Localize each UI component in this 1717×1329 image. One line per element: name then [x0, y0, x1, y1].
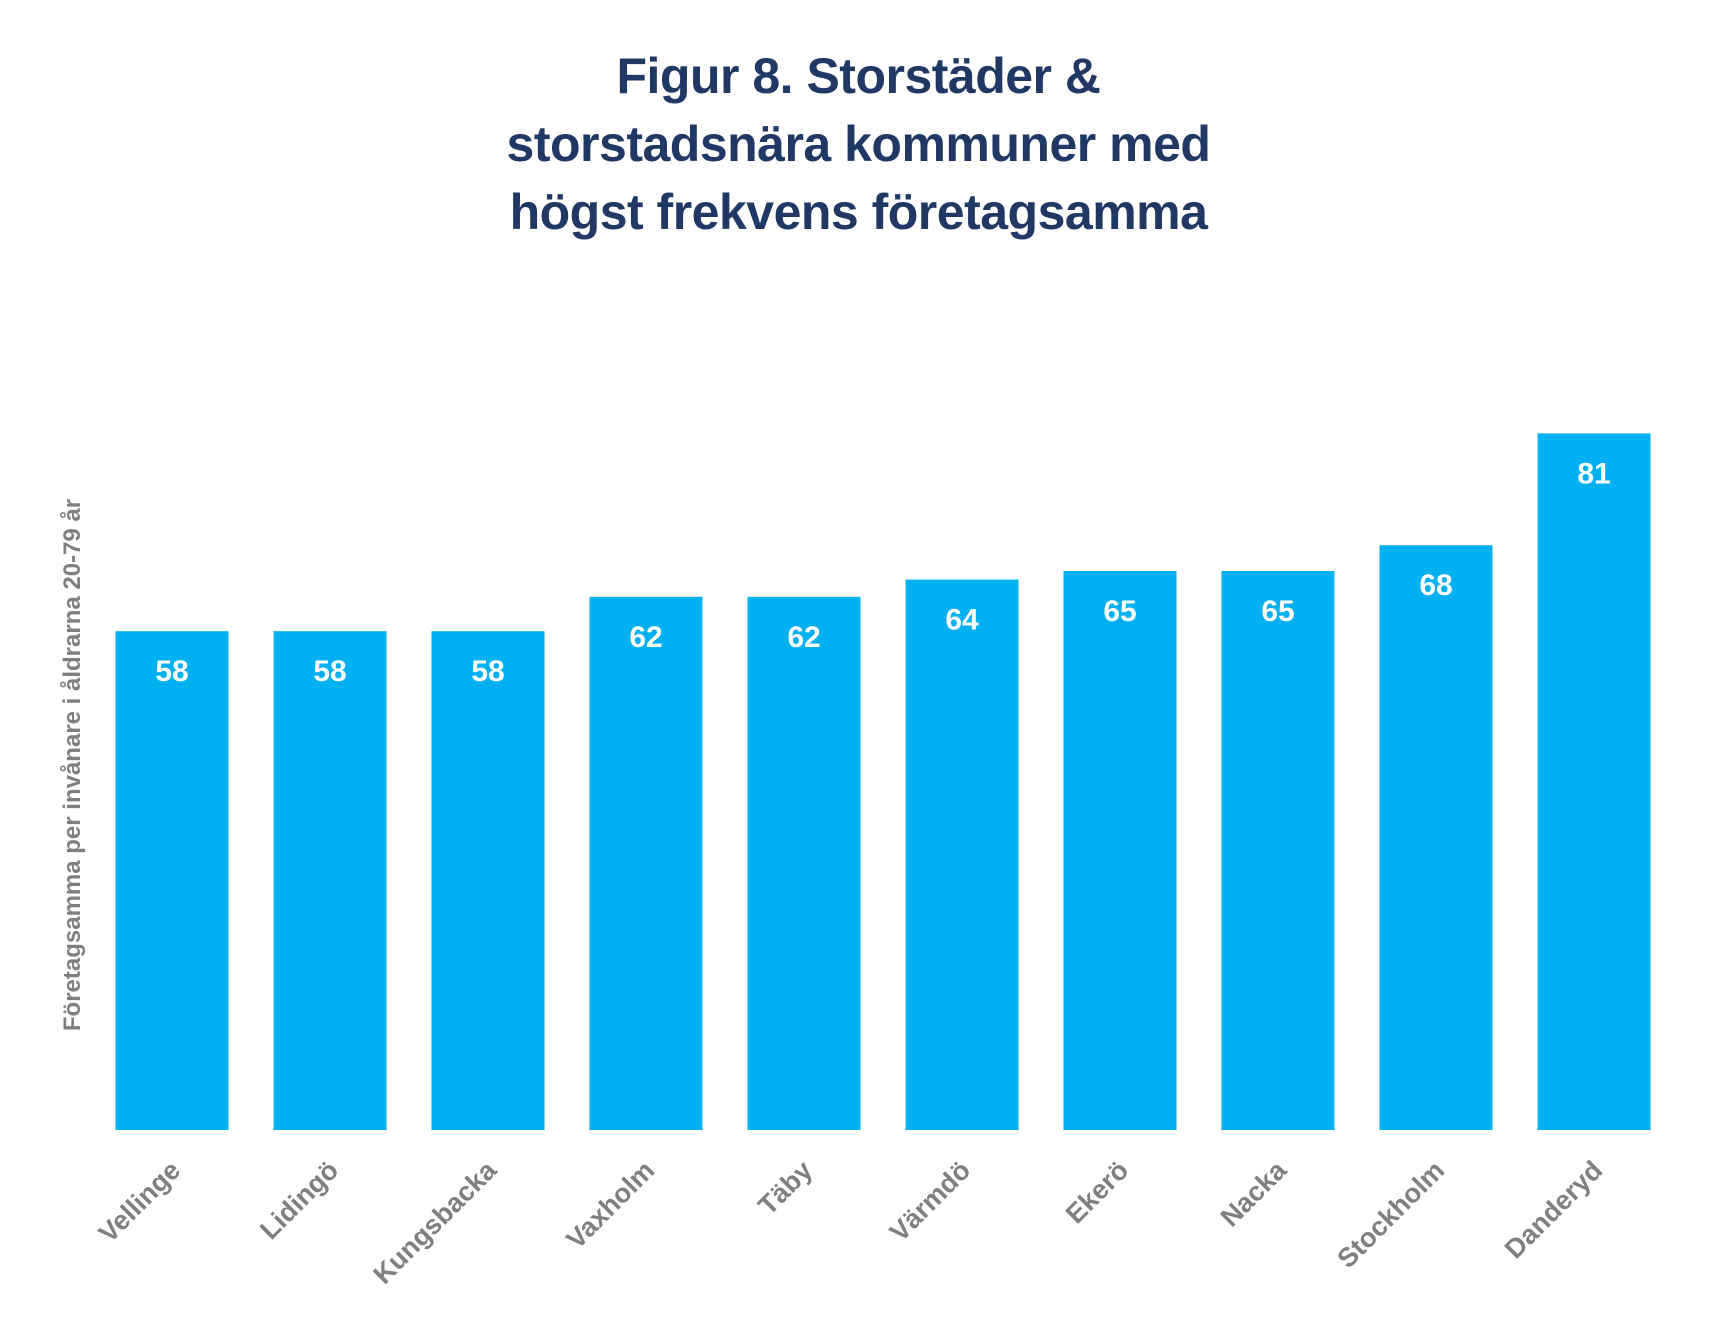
category-label: Värmdö — [884, 1155, 976, 1247]
bar-value-label: 58 — [313, 655, 346, 688]
category-label: Kungsbacka — [367, 1154, 502, 1289]
bar-danderyd — [1537, 433, 1651, 1130]
y-axis-label: Företagsamma per invånare i åldrarna 20-… — [59, 499, 86, 1031]
bar-value-label: 65 — [1103, 595, 1136, 628]
bar-value-label: 65 — [1261, 595, 1294, 628]
bar-value-label: 62 — [787, 621, 820, 654]
category-label: Lidingö — [254, 1155, 344, 1245]
bar-value-labels: 58 58 58 62 62 64 65 65 68 81 — [155, 457, 1610, 688]
bar-value-label: 58 — [155, 655, 188, 688]
bar-värmdö — [905, 579, 1019, 1130]
bar-lidingö — [273, 631, 387, 1130]
bar-stockholm — [1379, 545, 1493, 1130]
chart-title: Figur 8. Storstäder & storstadsnära komm… — [0, 42, 1717, 246]
bar-group — [115, 433, 1651, 1130]
chart-title-line-2: storstadsnära kommuner med — [506, 116, 1211, 172]
chart-title-line-3: högst frekvens företagsamma — [509, 184, 1208, 240]
bar-nacka — [1221, 571, 1335, 1130]
category-label: Vellinge — [93, 1155, 186, 1248]
bar-täby — [747, 596, 861, 1130]
bar-kungsbacka — [431, 631, 545, 1130]
category-label: Täby — [752, 1155, 818, 1221]
category-labels: Vellinge Lidingö Kungsbacka Vaxholm Täby Värm… — [93, 1154, 1608, 1289]
bar-value-label: 68 — [1419, 569, 1452, 602]
bar-value-label: 62 — [629, 621, 662, 654]
category-label: Nacka — [1215, 1154, 1293, 1232]
chart-title-line-1: Figur 8. Storstäder & — [616, 48, 1101, 104]
bar-value-label: 64 — [945, 604, 979, 637]
category-label: Stockholm — [1331, 1155, 1450, 1274]
bar-value-label: 81 — [1577, 457, 1610, 490]
bar-ekerö — [1063, 571, 1177, 1130]
category-label: Ekerö — [1060, 1155, 1134, 1229]
bar-vaxholm — [589, 596, 703, 1130]
category-label: Vaxholm — [561, 1155, 661, 1255]
bar-value-label: 58 — [471, 655, 504, 688]
category-label: Danderyd — [1499, 1155, 1608, 1264]
bar-vellinge — [115, 631, 229, 1130]
